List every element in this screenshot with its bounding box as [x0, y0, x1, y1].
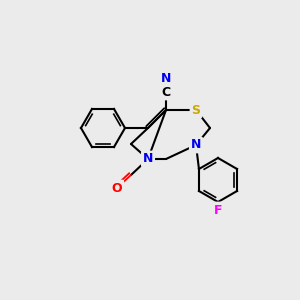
Text: N: N: [161, 71, 171, 85]
Text: N: N: [143, 152, 153, 166]
Text: F: F: [214, 203, 222, 217]
Text: S: S: [191, 103, 200, 116]
Text: C: C: [161, 85, 171, 98]
Text: O: O: [112, 182, 122, 194]
Text: N: N: [191, 139, 201, 152]
